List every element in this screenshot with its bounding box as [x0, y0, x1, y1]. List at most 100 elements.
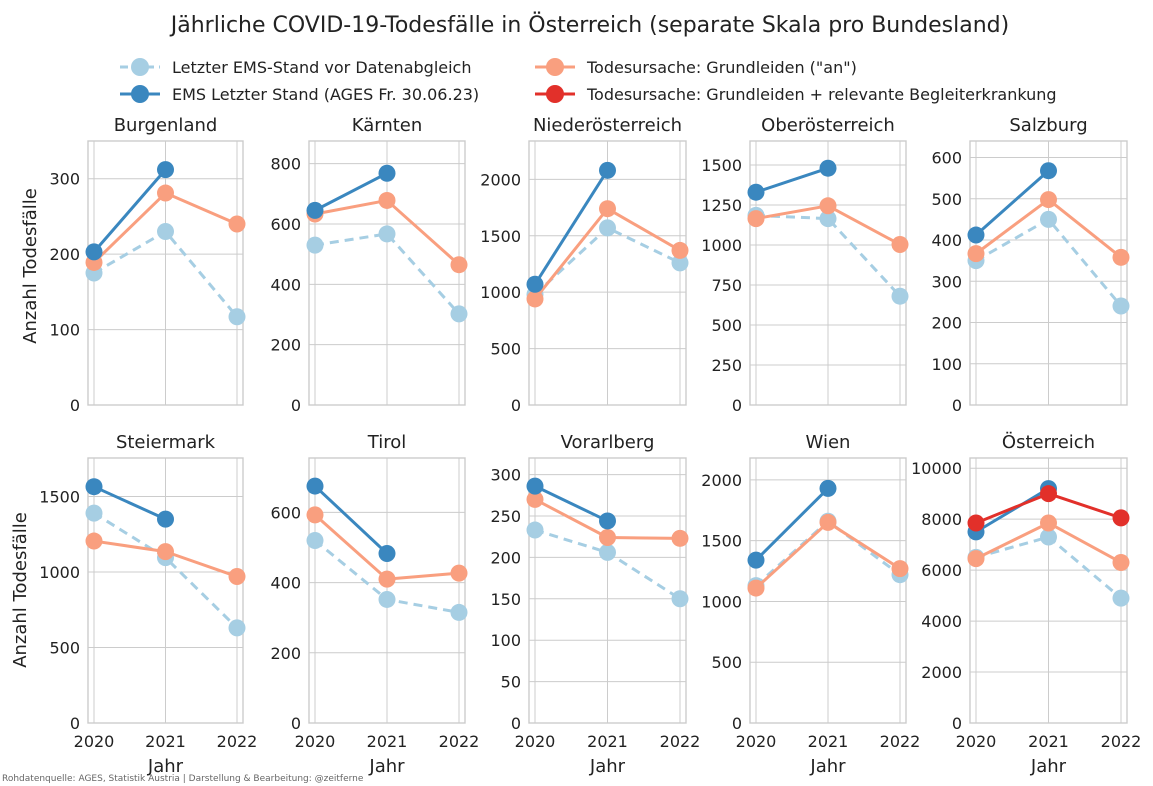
panel-niederoesterreich: 0 500 1000 1500 2000 Niederösterreich: [480, 115, 689, 415]
axes-frame: [87, 457, 244, 724]
panel-title: Tirol: [367, 432, 406, 453]
series-ems-prev: [967, 210, 1130, 315]
series-ems-last: [306, 164, 396, 219]
y-tick-label: 500: [711, 653, 742, 672]
data-point: [1112, 589, 1130, 607]
y-tick-label: 0: [952, 714, 962, 733]
panel-steiermark: 0 500 1000 1500 2020 2021 2022 Steiermark Jahr: [39, 432, 257, 777]
data-point: [157, 184, 174, 202]
x-tick-label: 2021: [145, 732, 186, 751]
panel-grid: 0 100 200 300 Burgenland 0 200 400 600 800 Kärnten…: [39, 115, 1141, 777]
legend-marker: [546, 85, 564, 103]
y-tick-label: 1000: [39, 563, 80, 582]
y-axis-label-top: Anzahl Todesfälle: [20, 188, 41, 344]
x-tick-label: 2022: [880, 732, 921, 751]
panel-kaernten: 0 200 400 600 800 Kärnten: [270, 115, 468, 415]
legend-marker: [546, 58, 564, 76]
y-tick-label: 0: [511, 396, 521, 415]
y-tick-label: 0: [291, 714, 301, 733]
y-tick-label: 600: [931, 149, 962, 168]
data-point: [228, 215, 246, 233]
y-tick-label: 800: [270, 155, 301, 174]
series-ems-last: [85, 161, 174, 261]
series-grund: [967, 191, 1130, 266]
x-tick-label: 2022: [660, 732, 701, 751]
y-tick-label: 1500: [701, 532, 742, 551]
y-tick-label: 0: [511, 714, 521, 733]
series-ems-last: [967, 162, 1057, 244]
panel-oberoesterreich: 0 250 500 750 1000 1250 1500 Oberösterreich: [701, 115, 909, 415]
data-point: [671, 590, 689, 608]
data-point: [599, 219, 616, 237]
x-axis-label: Jahr: [147, 756, 184, 777]
series-ems-prev: [526, 521, 689, 608]
series-grund: [747, 513, 909, 597]
legend-label: EMS Letzter Stand (AGES Fr. 30.06.23): [172, 85, 479, 104]
data-point: [819, 159, 837, 177]
x-tick-label: 2021: [587, 732, 628, 751]
x-axis-label: Jahr: [589, 756, 626, 777]
x-tick-label: 2020: [956, 732, 997, 751]
y-tick-label: 0: [732, 396, 742, 415]
series-ems-last: [526, 161, 616, 293]
y-tick-label: 50: [501, 673, 521, 692]
data-point: [378, 191, 396, 209]
x-tick-label: 2022: [439, 732, 480, 751]
data-point: [157, 223, 174, 241]
data-point: [671, 241, 689, 259]
legend-label: Letzter EMS-Stand vor Datenabgleich: [172, 58, 471, 77]
data-point: [306, 477, 324, 495]
x-tick-label: 2021: [808, 732, 849, 751]
data-point: [599, 512, 616, 530]
x-tick-label: 2020: [74, 732, 115, 751]
panel-title: Burgenland: [114, 115, 218, 136]
data-point: [450, 256, 468, 274]
data-point: [599, 161, 616, 179]
y-tick-label: 1000: [480, 283, 521, 302]
axes-frame: [308, 140, 466, 406]
x-tick-label: 2021: [1028, 732, 1069, 751]
axes-frame: [969, 457, 1128, 724]
data-point: [450, 603, 468, 621]
data-point: [671, 529, 689, 547]
axes-frame: [528, 457, 687, 724]
y-tick-label: 400: [270, 275, 301, 294]
data-point: [85, 532, 103, 550]
data-point: [599, 529, 616, 546]
y-tick-label: 300: [931, 272, 962, 291]
series-grund: [85, 532, 246, 586]
legend-marker: [131, 85, 149, 103]
panel-title: Salzburg: [1009, 115, 1087, 136]
panel-wien: 0 500 1000 1500 2000 2020 2021 2022 Wien Jahr: [701, 432, 920, 777]
data-point: [1112, 509, 1130, 527]
data-point: [306, 236, 324, 254]
data-point: [967, 550, 985, 568]
y-tick-label: 500: [711, 316, 742, 335]
data-point: [967, 226, 985, 244]
data-point: [1112, 553, 1130, 571]
series-line: [755, 213, 902, 298]
panel-tirol: 0 200 400 600 2020 2021 2022 Tirol Jahr: [270, 432, 479, 777]
data-point: [306, 506, 324, 524]
series-grund: [967, 514, 1130, 571]
legend: Letzter EMS-Stand vor Datenabgleich EMS L…: [120, 58, 1057, 104]
y-tick-label: 400: [931, 231, 962, 250]
series-ems-last: [747, 159, 837, 201]
data-point: [1040, 485, 1057, 503]
data-point: [1040, 514, 1057, 532]
series-ems-prev: [306, 225, 468, 323]
data-point: [967, 245, 985, 263]
data-point: [747, 210, 765, 228]
x-tick-label: 2021: [367, 732, 408, 751]
y-tick-label: 10000: [911, 459, 962, 478]
x-axis-label: Jahr: [1030, 756, 1067, 777]
y-tick-label: 1500: [701, 156, 742, 175]
y-tick-label: 2000: [480, 170, 521, 189]
y-tick-label: 0: [70, 714, 80, 733]
panel-title: Wien: [806, 432, 851, 453]
legend-item-ems-last: EMS Letzter Stand (AGES Fr. 30.06.23): [120, 85, 479, 104]
y-tick-label: 250: [711, 356, 742, 375]
x-axis-label: Jahr: [368, 756, 405, 777]
y-tick-label: 300: [490, 466, 521, 485]
